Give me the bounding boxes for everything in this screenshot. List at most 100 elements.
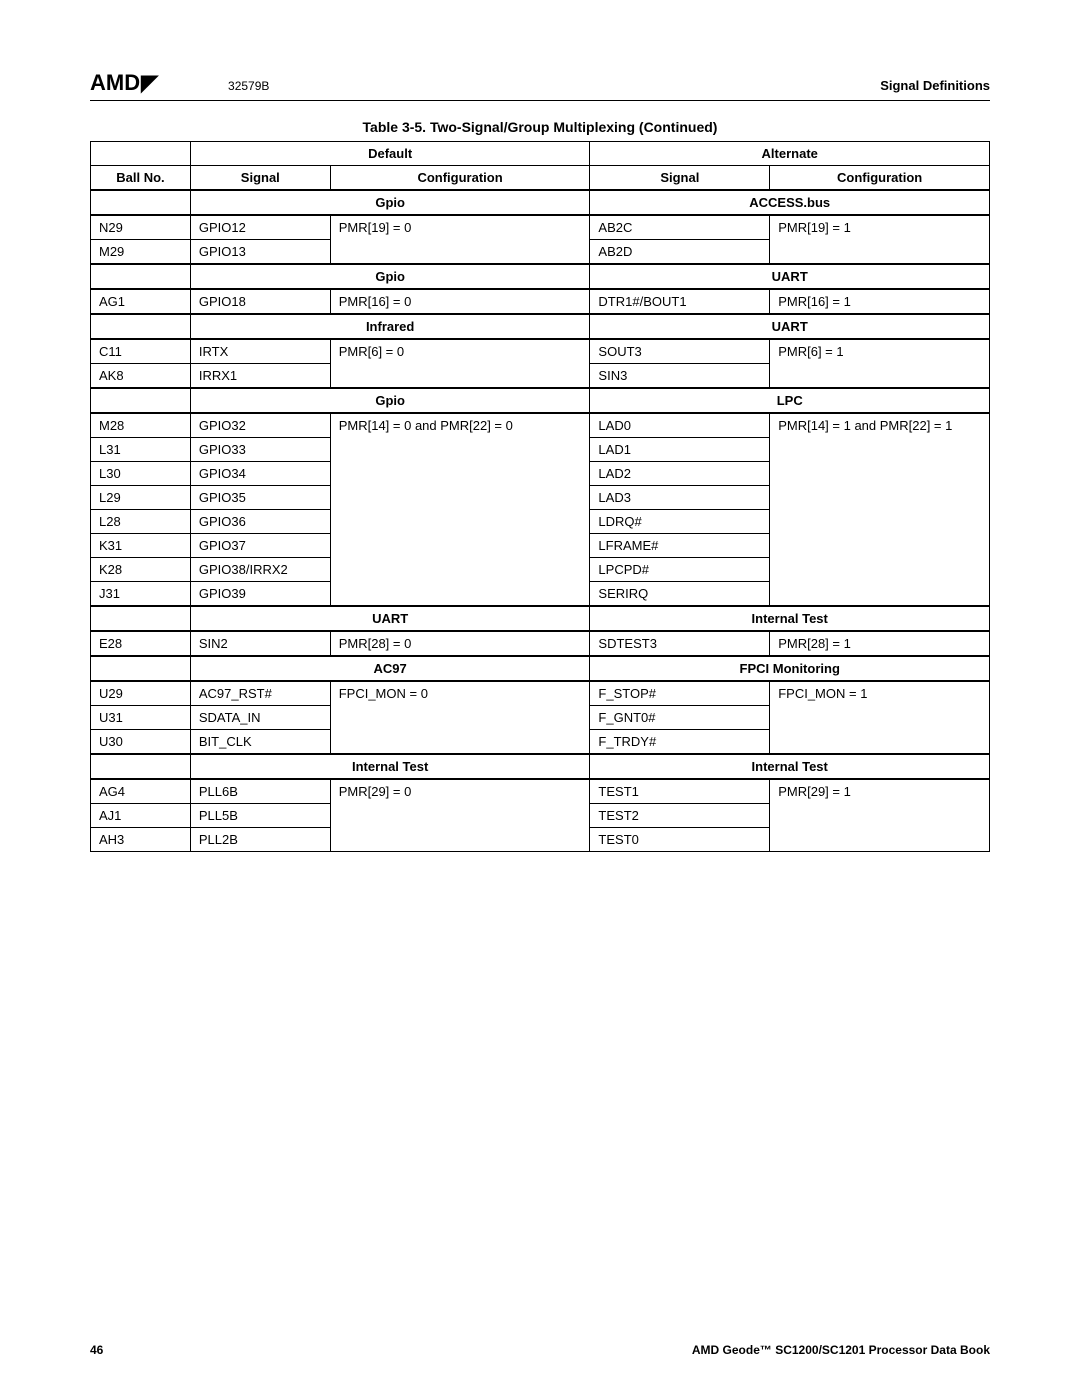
alt-signal-cell: LAD0 [590,413,770,438]
header-left: AMD◤ 32579B [90,70,269,96]
alt-signal-cell: LPCPD# [590,558,770,582]
group-header-row: GpioACCESS.bus [91,190,990,215]
ball-no-cell: AG1 [91,289,191,314]
ball-no-cell: M28 [91,413,191,438]
ball-no-cell: K31 [91,534,191,558]
ball-no-header: Ball No. [91,166,191,191]
alt-signal-cell: TEST1 [590,779,770,804]
ball-no-cell: E28 [91,631,191,656]
signal-cell: PLL6B [190,779,330,804]
alternate-group-label: ACCESS.bus [590,190,990,215]
table-row: E28SIN2PMR[28] = 0SDTEST3PMR[28] = 1 [91,631,990,656]
alt-config-cell: PMR[29] = 1 [770,779,990,852]
ball-no-cell: L28 [91,510,191,534]
ball-no-cell: M29 [91,240,191,265]
page-number: 46 [90,1343,103,1357]
alt-signal-cell: DTR1#/BOUT1 [590,289,770,314]
table-row: AG4PLL6BPMR[29] = 0TEST1PMR[29] = 1 [91,779,990,804]
group-header-row: UARTInternal Test [91,606,990,631]
alt-config-cell: PMR[16] = 1 [770,289,990,314]
alternate-header: Alternate [590,142,990,166]
signal-cell: BIT_CLK [190,730,330,755]
config-header-2: Configuration [770,166,990,191]
alt-signal-cell: LFRAME# [590,534,770,558]
config-cell: PMR[28] = 0 [330,631,590,656]
alt-config-cell: PMR[14] = 1 and PMR[22] = 1 [770,413,990,606]
signal-cell: GPIO35 [190,486,330,510]
doc-code: 32579B [228,79,269,93]
signal-cell: GPIO39 [190,582,330,607]
signal-cell: IRTX [190,339,330,364]
alternate-group-label: UART [590,314,990,339]
signal-cell: AC97_RST# [190,681,330,706]
alt-signal-cell: F_STOP# [590,681,770,706]
signal-cell: GPIO12 [190,215,330,240]
alt-signal-cell: TEST0 [590,828,770,852]
table-row: M28GPIO32PMR[14] = 0 and PMR[22] = 0LAD0… [91,413,990,438]
ball-no-cell: J31 [91,582,191,607]
table-title: Table 3-5. Two-Signal/Group Multiplexing… [90,119,990,135]
page-header: AMD◤ 32579B Signal Definitions [90,70,990,101]
table-row: AG1GPIO18PMR[16] = 0DTR1#/BOUT1PMR[16] =… [91,289,990,314]
config-cell: PMR[6] = 0 [330,339,590,388]
alternate-group-label: FPCI Monitoring [590,656,990,681]
ball-no-cell: L29 [91,486,191,510]
alt-config-cell: PMR[19] = 1 [770,215,990,264]
ball-no-cell: C11 [91,339,191,364]
logo-arrow-icon: ◤ [141,70,158,96]
ball-no-cell: AG4 [91,779,191,804]
signal-cell: GPIO18 [190,289,330,314]
signal-cell: GPIO38/IRRX2 [190,558,330,582]
header-row-columns: Ball No.SignalConfigurationSignalConfigu… [91,166,990,191]
signal-cell: SDATA_IN [190,706,330,730]
blank-cell [91,190,191,215]
config-cell: PMR[14] = 0 and PMR[22] = 0 [330,413,590,606]
mux-table: DefaultAlternateBall No.SignalConfigurat… [90,141,990,852]
signal-cell: PLL2B [190,828,330,852]
blank-cell [91,264,191,289]
section-title: Signal Definitions [880,78,990,93]
alternate-group-label: LPC [590,388,990,413]
logo-text: AMD [90,70,140,96]
group-header-row: GpioLPC [91,388,990,413]
alt-signal-cell: SERIRQ [590,582,770,607]
alternate-group-label: UART [590,264,990,289]
alt-signal-cell: TEST2 [590,804,770,828]
alt-signal-cell: LAD3 [590,486,770,510]
alt-signal-cell: AB2C [590,215,770,240]
ball-no-cell: U29 [91,681,191,706]
alt-signal-cell: SIN3 [590,364,770,389]
page: AMD◤ 32579B Signal Definitions Table 3-5… [0,0,1080,1397]
signal-cell: GPIO36 [190,510,330,534]
alt-signal-cell: F_GNT0# [590,706,770,730]
book-title: AMD Geode™ SC1200/SC1201 Processor Data … [692,1343,990,1357]
alt-signal-cell: SDTEST3 [590,631,770,656]
alternate-group-label: Internal Test [590,606,990,631]
alt-signal-cell: LAD2 [590,462,770,486]
alt-signal-cell: LDRQ# [590,510,770,534]
table-row: N29GPIO12PMR[19] = 0AB2CPMR[19] = 1 [91,215,990,240]
ball-no-cell: K28 [91,558,191,582]
config-cell: PMR[29] = 0 [330,779,590,852]
header-row-groups: DefaultAlternate [91,142,990,166]
table-row: U29AC97_RST#FPCI_MON = 0F_STOP#FPCI_MON … [91,681,990,706]
default-group-label: Internal Test [190,754,590,779]
blank-cell [91,754,191,779]
ball-no-cell: N29 [91,215,191,240]
alt-config-cell: FPCI_MON = 1 [770,681,990,754]
default-group-label: Gpio [190,264,590,289]
alternate-group-label: Internal Test [590,754,990,779]
group-header-row: InfraredUART [91,314,990,339]
signal-cell: GPIO34 [190,462,330,486]
table-row: C11IRTXPMR[6] = 0SOUT3PMR[6] = 1 [91,339,990,364]
default-group-label: UART [190,606,590,631]
signal-cell: PLL5B [190,804,330,828]
config-cell: PMR[19] = 0 [330,215,590,264]
signal-cell: GPIO37 [190,534,330,558]
signal-header-2: Signal [590,166,770,191]
alt-signal-cell: LAD1 [590,438,770,462]
default-group-label: Gpio [190,388,590,413]
signal-header: Signal [190,166,330,191]
default-header: Default [190,142,590,166]
default-group-label: Gpio [190,190,590,215]
